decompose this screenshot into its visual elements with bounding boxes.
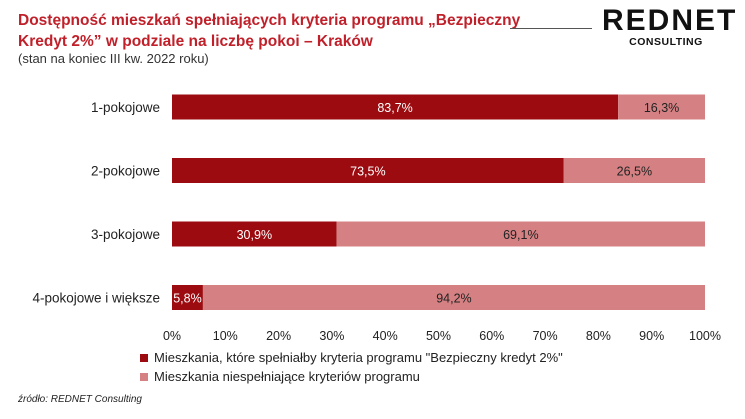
x-tick-label: 30% — [319, 329, 344, 343]
data-label: 94,2% — [436, 292, 471, 306]
x-tick-label: 60% — [479, 329, 504, 343]
data-label: 26,5% — [617, 165, 652, 179]
data-label: 83,7% — [377, 101, 412, 115]
bar-segment — [618, 94, 705, 120]
bar-segment — [172, 221, 337, 247]
bar-segment — [202, 285, 705, 310]
category-label: 3-pokojowe — [91, 227, 160, 242]
bar-segment — [172, 158, 564, 183]
data-label: 16,3% — [644, 101, 679, 115]
chart-title: Dostępność mieszkań spełniających kryter… — [18, 12, 521, 50]
data-label: 69,1% — [503, 228, 538, 242]
x-tick-label: 80% — [586, 329, 611, 343]
data-label: 5,8% — [173, 292, 202, 306]
title-divider — [510, 28, 592, 29]
category-label: 4-pokojowe i większe — [32, 291, 160, 306]
category-label: 1-pokojowe — [91, 100, 160, 115]
legend-swatch-meets — [140, 353, 148, 362]
legend-item-meets: Mieszkania, które spełniałby kryteria pr… — [140, 348, 563, 367]
data-label: 30,9% — [237, 228, 272, 242]
x-tick-label: 0% — [163, 329, 181, 343]
x-tick-label: 100% — [689, 329, 721, 343]
x-tick-label: 90% — [639, 329, 664, 343]
x-tick-label: 20% — [266, 329, 291, 343]
legend-label-meets: Mieszkania, które spełniałby kryteria pr… — [154, 350, 563, 365]
bar-segment — [172, 94, 619, 120]
logo-main-text: REDNET — [602, 4, 738, 37]
legend-label-not-meets: Mieszkania niespełniające kryteriów prog… — [154, 369, 420, 384]
x-tick-label: 10% — [213, 329, 238, 343]
bar-segment — [336, 221, 705, 247]
source-note: źródło: REDNET Consulting — [18, 394, 142, 405]
legend-swatch-not-meets — [140, 372, 148, 381]
x-tick-label: 40% — [373, 329, 398, 343]
x-tick-label: 70% — [533, 329, 558, 343]
bar-segment — [563, 158, 705, 183]
bar-segment — [172, 285, 203, 310]
chart-legend: Mieszkania, które spełniałby kryteria pr… — [140, 348, 563, 386]
x-tick-label: 50% — [426, 329, 451, 343]
chart-subtitle: (stan na koniec III kw. 2022 roku) — [18, 51, 209, 66]
logo-sub-text: CONSULTING — [629, 36, 703, 48]
category-label: 2-pokojowe — [91, 164, 160, 179]
rednet-logo: REDNET CONSULTING — [602, 4, 738, 50]
data-label: 73,5% — [350, 165, 385, 179]
legend-item-not-meets: Mieszkania niespełniające kryteriów prog… — [140, 367, 563, 386]
